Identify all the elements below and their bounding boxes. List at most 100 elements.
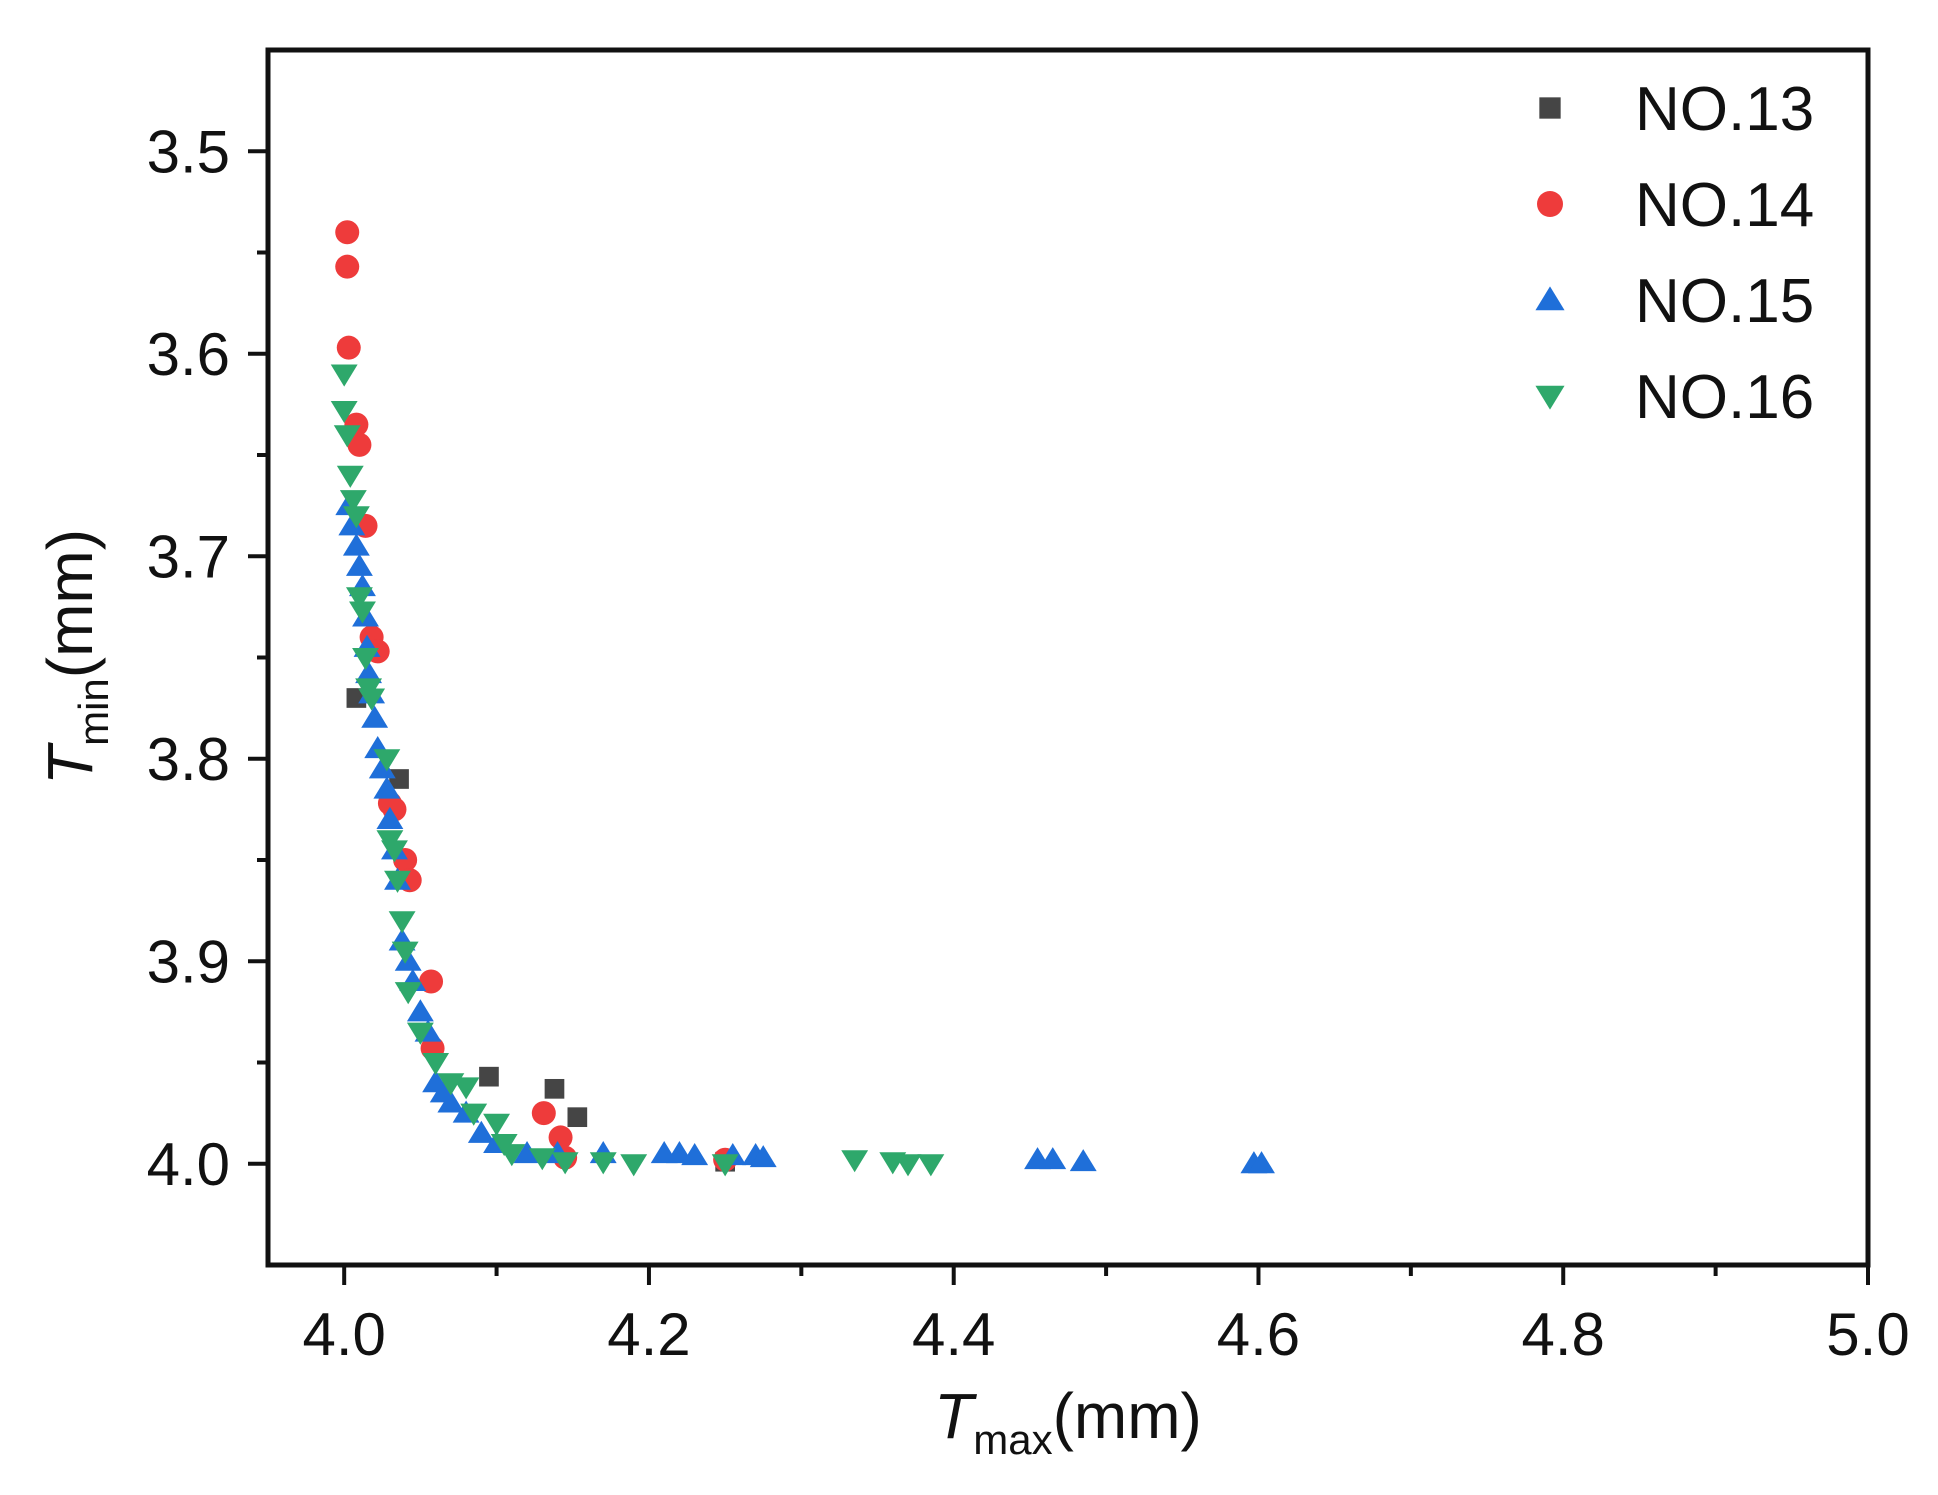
data-point [467,1120,495,1143]
x-axis-title-unit: (mm) [1053,1380,1202,1452]
y-tick-label: 3.7 [147,523,230,590]
data-point [355,661,383,684]
data-point [406,1022,434,1045]
data-point [345,587,373,610]
data-point [389,769,409,789]
data-point [841,1150,869,1173]
data-point [335,220,360,245]
data-point [349,601,376,624]
data-point [894,1154,922,1177]
x-tick-label: 4.6 [1217,1301,1300,1368]
data-point [749,1145,777,1168]
x-axis-title: Tmax(mm) [934,1380,1202,1463]
data-point [335,254,360,279]
data-point [1039,1147,1067,1170]
data-point [361,705,389,728]
data-point [373,776,401,799]
data-point [358,688,386,711]
data-point [381,840,408,863]
axis-ticks: 4.0 4.2 4.4 4.6 4.8 5.0 3.5 3.6 3.7 3.8 3.9 4.0 [147,118,1910,1368]
data-point [384,870,411,893]
series-no15 [335,493,1275,1174]
legend-item: NO.14 [1537,171,1814,240]
series-no13 [346,688,735,1172]
data-point [336,335,361,360]
data-point [347,432,372,457]
data-point [498,1144,526,1167]
data-point [531,1101,556,1126]
data-point [406,999,434,1022]
data-point [339,490,367,513]
legend-marker [1535,385,1565,410]
x-tick-label: 4.8 [1522,1301,1605,1368]
data-point [368,756,396,779]
legend-marker [1539,97,1561,119]
data-point [394,982,422,1005]
data-marks [330,220,1275,1177]
data-point [567,1107,588,1128]
data-point [437,1090,465,1113]
plot-frame [265,47,1871,1268]
data-point [338,513,366,536]
x-axis-title-main: T [934,1380,977,1452]
data-point [373,749,401,772]
legend-item: NO.15 [1535,267,1814,336]
data-point [620,1154,648,1177]
data-point [1069,1149,1097,1172]
y-axis-title-unit: (mm) [34,529,106,678]
legend-item: NO.16 [1535,363,1814,432]
data-point [388,911,416,934]
x-tick-label: 4.0 [302,1301,385,1368]
data-point [460,1103,488,1126]
data-point [419,969,444,994]
y-axis-title-sub: min [70,678,117,746]
series-no16 [330,364,945,1177]
data-point [711,1154,739,1177]
data-point [589,1152,617,1175]
x-axis-title-sub: max [973,1416,1052,1463]
y-tick-label: 3.8 [147,726,230,793]
legend-marker [1537,191,1563,217]
data-point [336,465,364,488]
data-point [479,1066,499,1087]
data-point [681,1143,709,1166]
data-point [352,648,379,671]
data-point [333,425,361,448]
data-point [394,948,422,971]
data-point [551,1152,579,1175]
data-point [548,1125,573,1150]
data-point [513,1141,541,1164]
legend-label: NO.16 [1635,363,1814,432]
legend: NO.13 NO.14 NO.15 NO.16 [1535,75,1814,432]
data-point [342,533,370,556]
y-axis-title: Tmin(mm) [34,529,117,785]
x-tick-label: 5.0 [1826,1301,1909,1368]
y-tick-label: 3.6 [147,321,230,388]
legend-marker [1535,286,1565,311]
data-point [917,1154,945,1177]
data-point [330,364,358,387]
x-tick-label: 4.2 [607,1301,690,1368]
data-point [342,506,370,529]
data-point [391,941,419,964]
legend-label: NO.13 [1635,75,1814,144]
data-point [422,1053,450,1076]
y-axis-title-main: T [34,742,106,785]
series-no14 [335,220,738,1172]
data-point [345,553,373,576]
data-point [452,1077,480,1100]
x-tick-label: 4.4 [912,1301,995,1368]
legend-label: NO.15 [1635,267,1814,336]
y-tick-label: 3.9 [147,928,230,995]
data-point [1248,1151,1275,1174]
data-point [376,806,404,829]
y-tick-label: 4.0 [147,1131,230,1198]
legend-label: NO.14 [1635,171,1814,240]
data-point [330,401,358,424]
data-point [544,1078,565,1099]
data-point [528,1148,556,1171]
y-tick-label: 3.5 [147,118,230,185]
data-point [483,1113,511,1136]
